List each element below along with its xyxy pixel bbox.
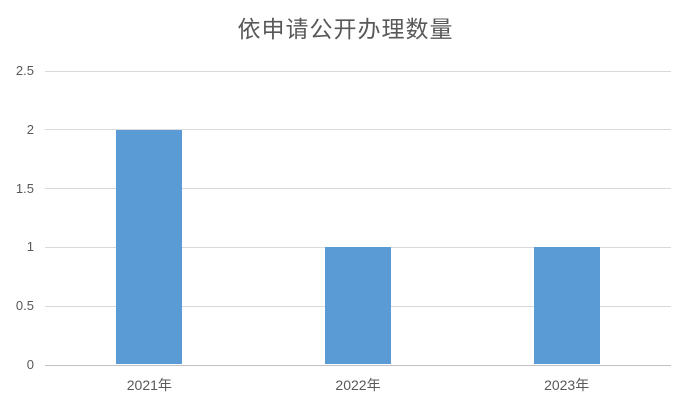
bar <box>533 247 600 364</box>
y-axis-tick-label: 2 <box>26 121 34 137</box>
x-axis-line <box>45 365 671 366</box>
gridline <box>45 129 671 131</box>
x-axis-tick-label: 2023年 <box>544 377 590 393</box>
y-axis-tick-label: 0.5 <box>15 298 34 314</box>
y-axis-tick-label: 2.5 <box>15 63 34 78</box>
gridline <box>45 188 671 190</box>
y-axis-tick-label: 1 <box>26 239 34 255</box>
y-axis-tick-label: 1.5 <box>15 180 34 196</box>
bar <box>116 129 183 364</box>
bar <box>325 247 391 364</box>
x-axis-tick-label: 2022年 <box>335 377 381 393</box>
gridline <box>45 70 671 72</box>
y-axis-tick-label: 0 <box>26 357 34 372</box>
x-axis-tick-label: 2021年 <box>126 377 172 393</box>
chart-title: 依申请公开办理数量 <box>237 17 454 42</box>
